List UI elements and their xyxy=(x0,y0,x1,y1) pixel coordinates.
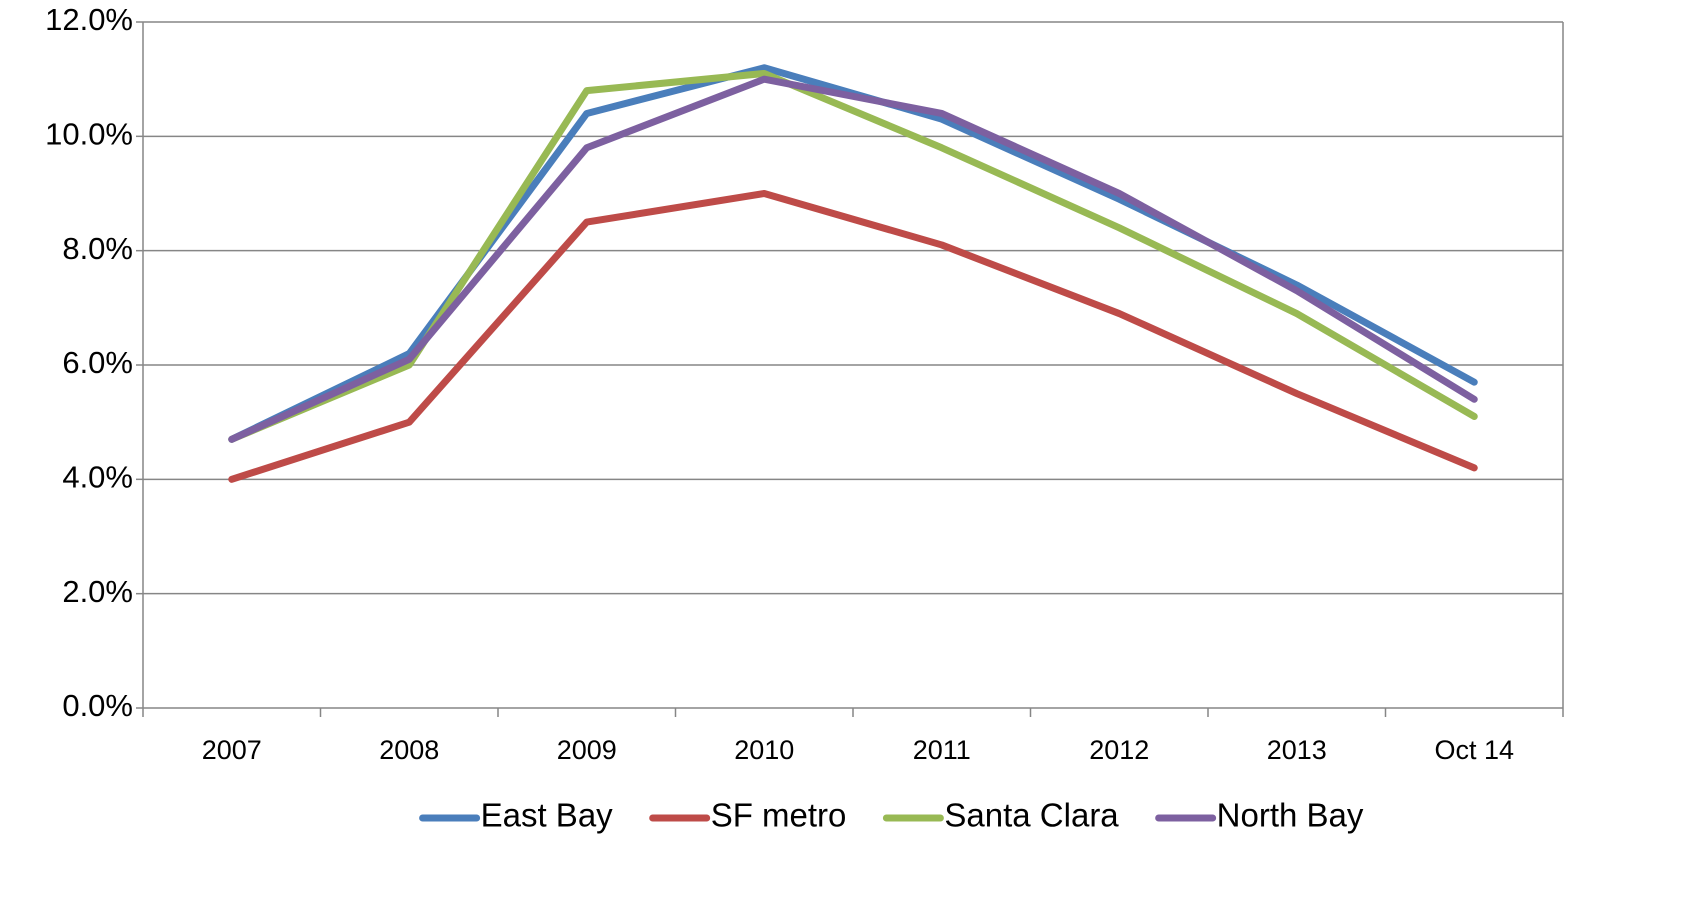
series-line xyxy=(228,75,1478,443)
y-tick-label: 12.0% xyxy=(45,2,133,37)
y-tick-label: 6.0% xyxy=(62,345,133,380)
y-tick-label: 4.0% xyxy=(62,460,133,495)
x-tick-label: 2012 xyxy=(1089,735,1149,765)
series-line xyxy=(228,64,1478,443)
x-tick-label: 2009 xyxy=(557,735,617,765)
legend-label: Santa Clara xyxy=(944,797,1119,834)
x-tick-label: 2007 xyxy=(202,735,262,765)
series-line xyxy=(228,69,1478,443)
x-tick-label: 2010 xyxy=(734,735,794,765)
x-tick-label: 2008 xyxy=(379,735,439,765)
y-tick-label: 0.0% xyxy=(62,688,133,723)
x-tick-label: Oct 14 xyxy=(1434,735,1514,765)
series-line xyxy=(228,190,1478,483)
y-tick-label: 2.0% xyxy=(62,574,133,609)
y-tick-label: 8.0% xyxy=(62,231,133,266)
x-tick-label: 2013 xyxy=(1267,735,1327,765)
legend-label: North Bay xyxy=(1217,797,1364,834)
legend-label: East Bay xyxy=(481,797,614,834)
legend-label: SF metro xyxy=(711,797,847,834)
x-tick-label: 2011 xyxy=(913,735,971,765)
y-tick-label: 10.0% xyxy=(45,117,133,152)
